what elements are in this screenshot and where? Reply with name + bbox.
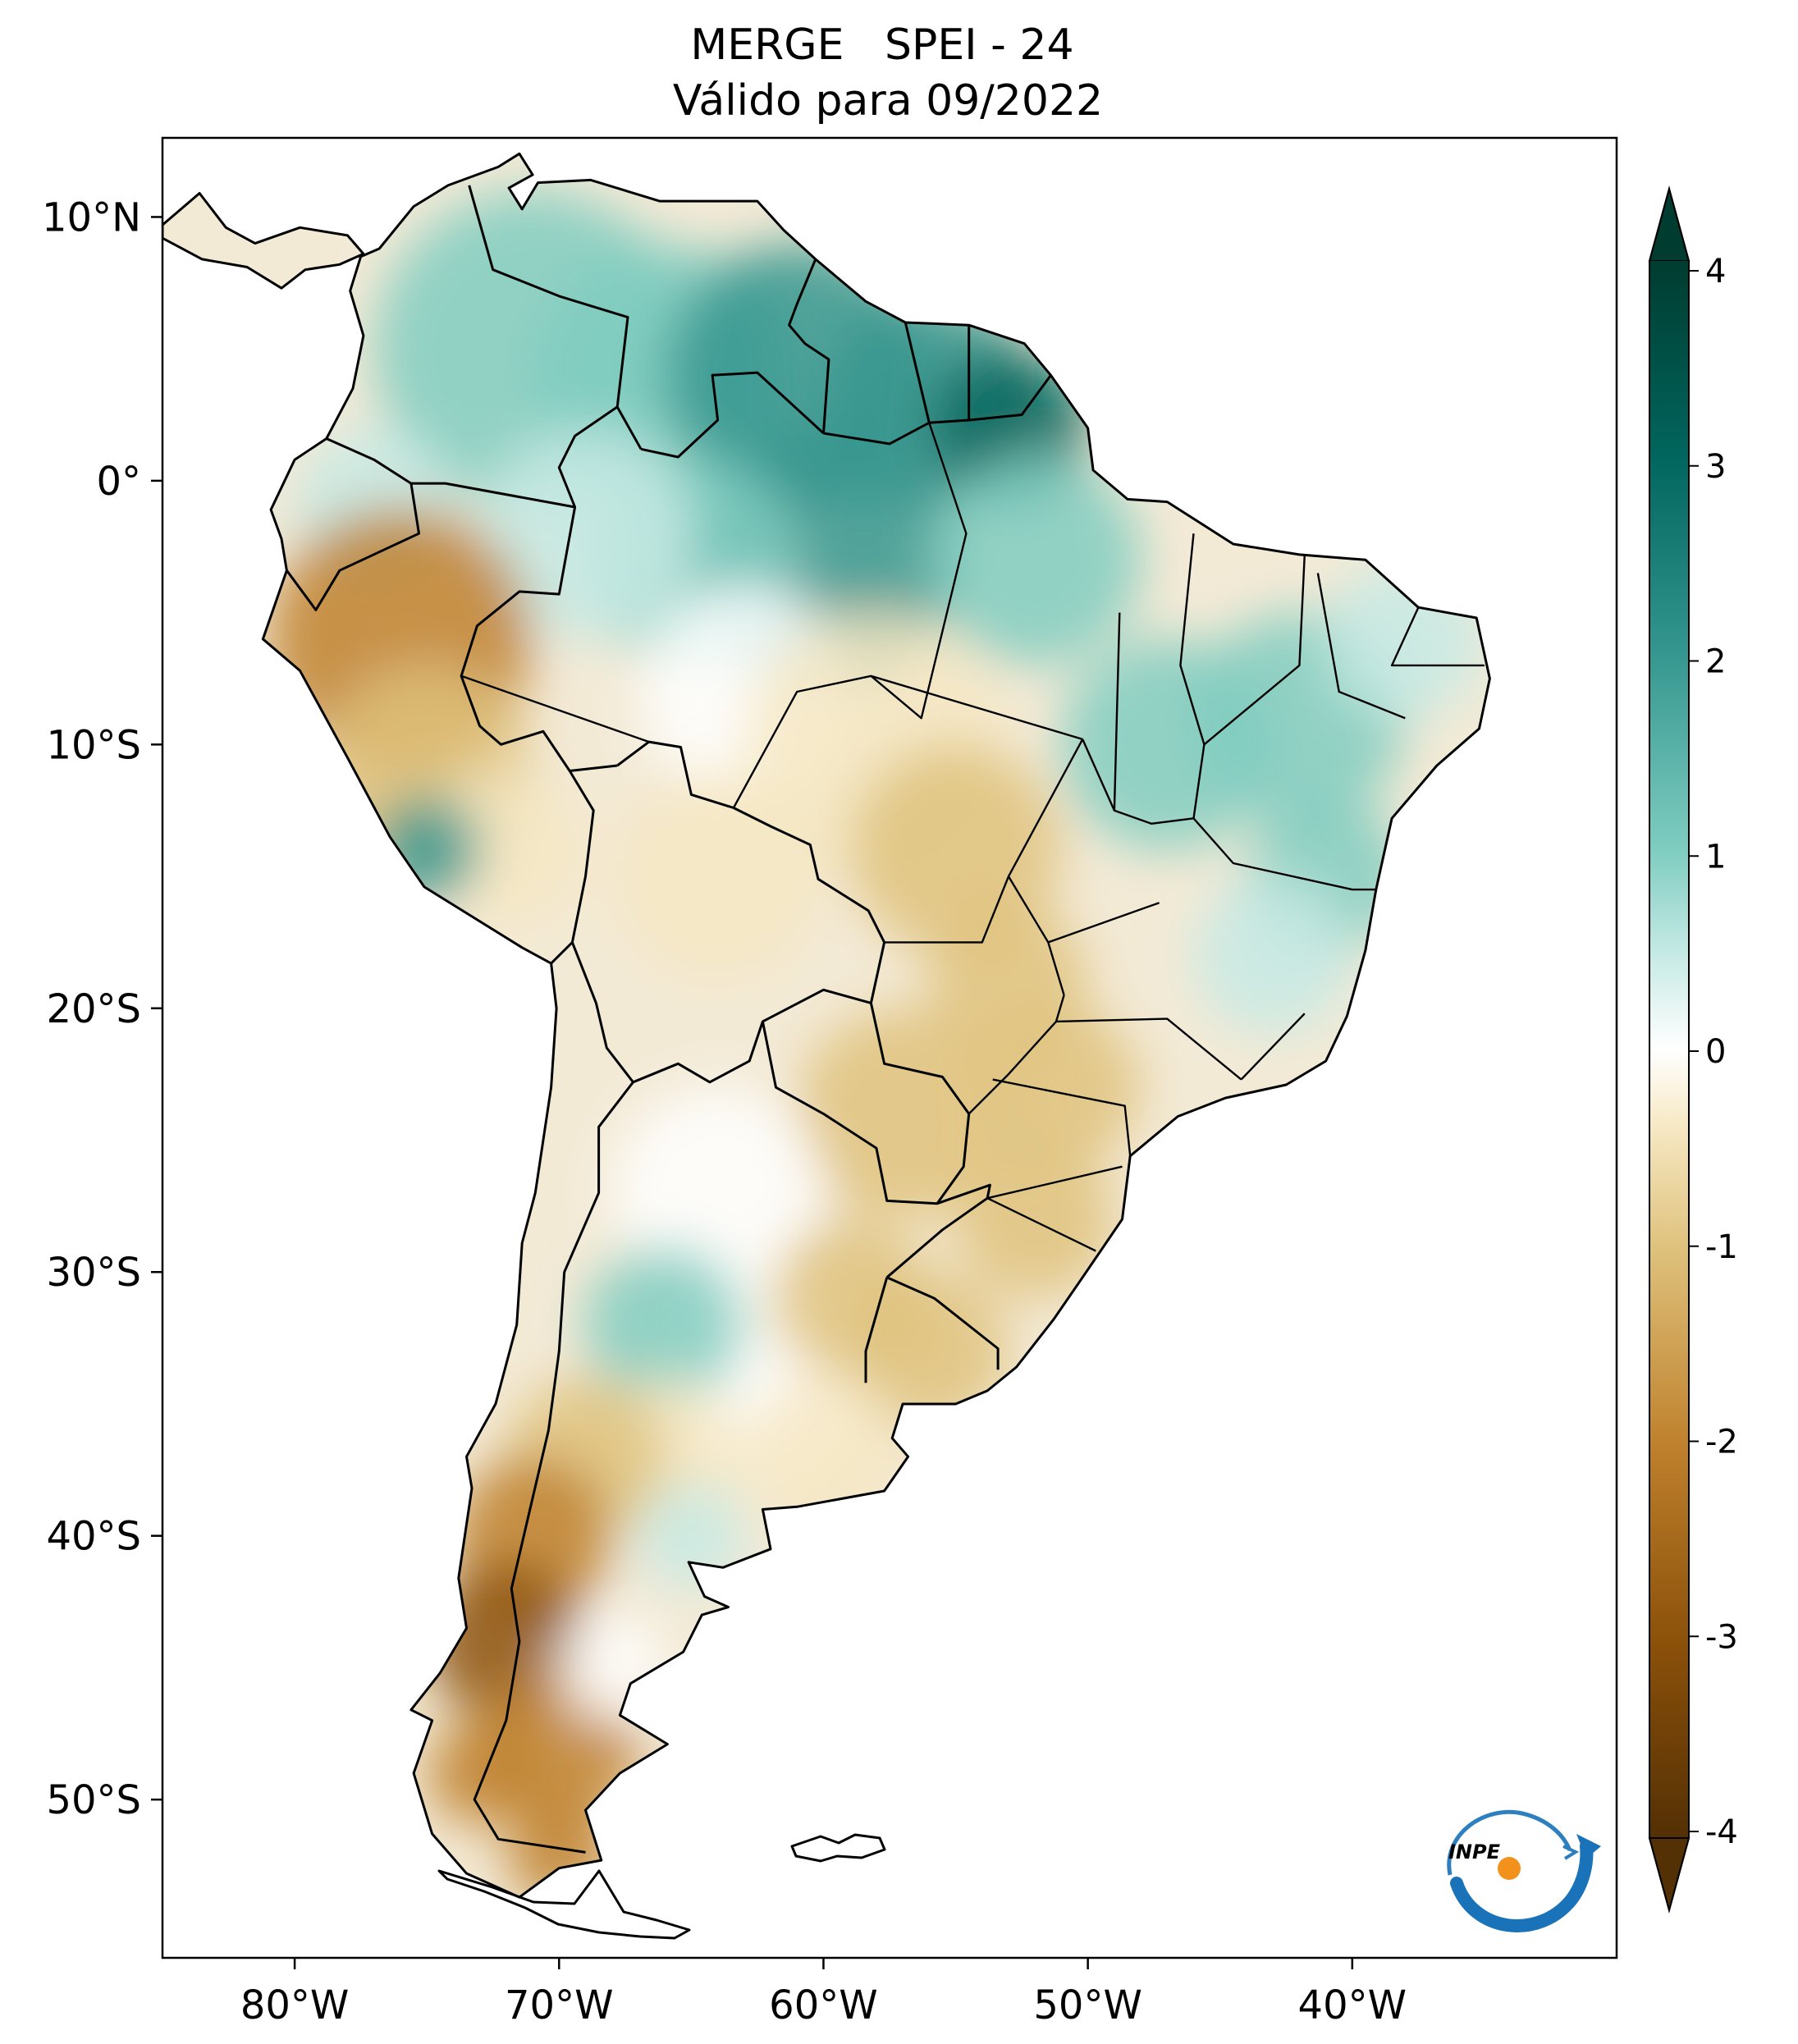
state-border (986, 1165, 1123, 1200)
state-border (884, 876, 1010, 944)
lat-tick-label: 50°S (46, 1777, 141, 1823)
anomaly-patch (611, 771, 824, 982)
colorbar: 4 3 2 1 0 -1 -2 -3 -4 (1648, 185, 1738, 1914)
state-border (1240, 1013, 1306, 1081)
inpe-logo-icon (1447, 1809, 1601, 1932)
anomaly-patch (981, 1008, 1141, 1167)
country-border (788, 258, 830, 434)
lon-tick-label: 40°W (1298, 1982, 1407, 2028)
country-border (286, 482, 420, 611)
lat-tick-label: 10°N (42, 194, 141, 240)
longitude-axis: 80°W 70°W 60°W 50°W 40°W (240, 1958, 1407, 2028)
anomaly-patch (427, 771, 586, 930)
spei-anomaly-field (268, 190, 1485, 1898)
country-border (460, 405, 619, 772)
state-border (986, 1197, 1096, 1252)
lat-tick-label: 0° (96, 459, 141, 505)
latitude-axis: 10°N 0° 10°S 20°S 30°S 40°S 50°S (42, 194, 162, 1823)
country-border (468, 185, 643, 450)
anomaly-patch (479, 428, 692, 639)
colorbar-tick-label: 2 (1705, 643, 1726, 681)
colorbar-tick-label: -1 (1705, 1228, 1738, 1266)
colorbar-ticks: 4 3 2 1 0 -1 -2 -3 -4 (1689, 253, 1738, 1851)
colorbar-extend-bottom (1648, 1837, 1690, 1914)
colorbar-tick-label: 0 (1705, 1033, 1726, 1071)
lat-tick-label: 10°S (46, 722, 141, 768)
lon-tick-label: 80°W (240, 1982, 350, 2028)
anomaly-patch (797, 1008, 1009, 1219)
state-border (992, 1078, 1132, 1156)
colorbar-tick-label: 3 (1705, 448, 1726, 486)
inpe-logo: INPE (1447, 1809, 1601, 1932)
coastline (162, 152, 1491, 1899)
map-panel (161, 136, 1618, 1959)
state-border (1203, 554, 1306, 746)
inpe-logo-text: INPE (1448, 1841, 1501, 1863)
lon-tick-label: 70°W (505, 1982, 614, 2028)
falkland-islands (790, 1833, 886, 1863)
tierra-del-fuego (437, 1869, 691, 1940)
state-border (1055, 1017, 1242, 1081)
country-border (823, 374, 1052, 446)
anomaly-patch (849, 744, 1062, 956)
colorbar-gradient (1649, 261, 1689, 1838)
state-border (1316, 573, 1406, 720)
anomaly-patch (1193, 876, 1352, 1035)
country-borders (162, 152, 1491, 1899)
colorbar-tick-label: 4 (1705, 253, 1726, 290)
country-border (904, 322, 931, 423)
country-border (640, 371, 825, 459)
lat-tick-label: 30°S (46, 1250, 141, 1296)
state-border (1047, 902, 1160, 944)
lon-tick-label: 60°W (769, 1982, 878, 2028)
state-border (870, 422, 968, 720)
anomaly-patch (955, 1140, 1114, 1299)
colorbar-extend-top (1648, 185, 1690, 262)
state-border (1179, 533, 1206, 819)
country-border (550, 770, 595, 965)
state-border (1007, 738, 1084, 996)
country-border (571, 941, 634, 1083)
lat-tick-label: 40°S (46, 1514, 141, 1560)
state-border (1113, 612, 1121, 811)
anomaly-patch (929, 454, 1141, 665)
colorbar-outline (1649, 185, 1690, 1914)
anomaly-patch (427, 1720, 533, 1827)
colorbar-tick-label: -2 (1705, 1424, 1738, 1461)
anomaly-patch (638, 1483, 744, 1589)
country-border (616, 740, 885, 944)
state-border (968, 995, 1065, 1115)
anomaly-patch (849, 1272, 1009, 1431)
country-border (473, 1081, 634, 1854)
anomaly-patch (585, 1246, 744, 1404)
country-border (886, 1276, 1000, 1370)
colorbar-tick-label: -3 (1705, 1618, 1738, 1656)
state-border (460, 674, 650, 743)
figure-title-line2: Válido para 09/2022 (673, 76, 1103, 126)
lon-tick-label: 50°W (1033, 1982, 1142, 2028)
figure-title-line1: MERGE SPEI - 24 (690, 21, 1073, 70)
state-border (1390, 606, 1485, 667)
country-border (632, 942, 886, 1084)
colorbar-tick-label: 1 (1705, 838, 1726, 876)
state-border (732, 674, 1083, 809)
state-border (1192, 817, 1376, 891)
country-border (864, 1277, 889, 1383)
lat-tick-label: 20°S (46, 986, 141, 1032)
colorbar-tick-label: -4 (1705, 1813, 1738, 1851)
state-border (1082, 738, 1194, 825)
map-frame (161, 136, 1618, 1959)
